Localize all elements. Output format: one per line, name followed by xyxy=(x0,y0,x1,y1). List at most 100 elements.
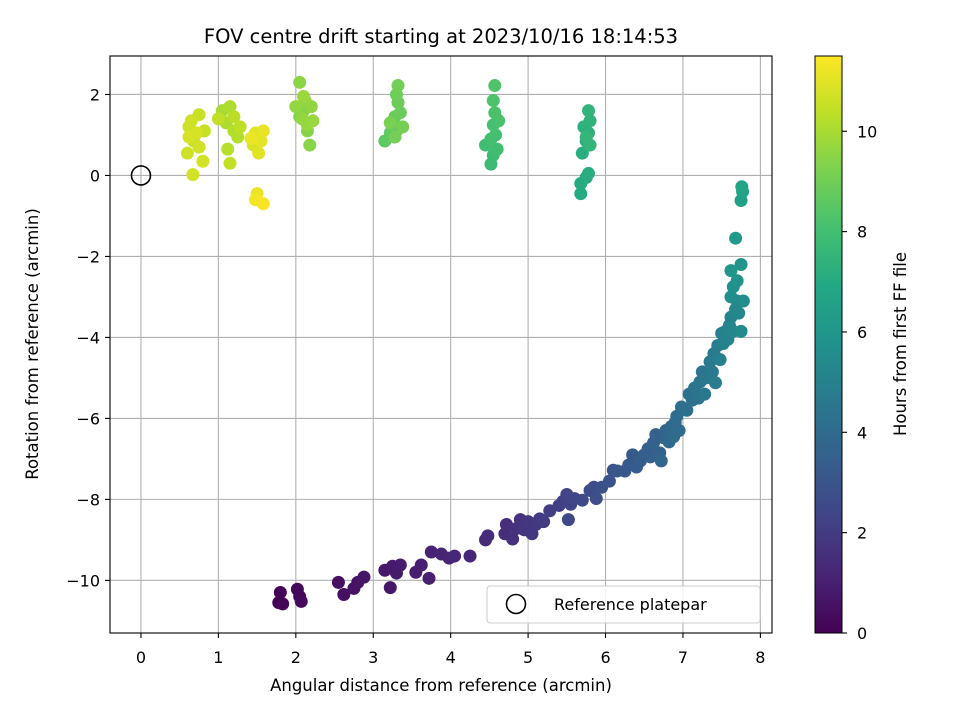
x-tick-label: 8 xyxy=(755,648,765,667)
data-point xyxy=(393,106,407,120)
reference-platepar-marker xyxy=(130,165,152,186)
plot-frame xyxy=(109,55,773,634)
data-point xyxy=(486,94,500,108)
y-tick-label: 0 xyxy=(90,166,100,185)
data-point xyxy=(414,558,428,572)
x-tick-label: 5 xyxy=(523,648,533,667)
y-axis-ticks: −10 −8 −6 −4 −2 0 2 xyxy=(66,85,110,590)
data-point xyxy=(698,387,712,401)
chart-title: FOV centre drift starting at 2023/10/16 … xyxy=(204,25,678,48)
data-points xyxy=(180,75,750,611)
data-point xyxy=(256,197,270,211)
data-point xyxy=(583,114,597,128)
colorbar-ticks: 0 2 4 6 8 10 xyxy=(842,122,877,643)
data-point xyxy=(499,517,513,531)
legend-marker-icon xyxy=(505,593,527,615)
data-point xyxy=(736,294,750,308)
data-point xyxy=(184,114,198,128)
data-point xyxy=(396,120,410,134)
data-point xyxy=(680,403,694,417)
colorbar-tick-label: 10 xyxy=(857,122,877,141)
data-point xyxy=(488,106,502,120)
y-tick-label: −10 xyxy=(66,571,100,590)
grid-lines xyxy=(110,56,772,633)
data-point xyxy=(256,124,270,138)
data-point xyxy=(506,532,520,546)
data-point xyxy=(730,274,744,288)
data-point xyxy=(383,116,397,130)
data-point xyxy=(383,581,397,595)
data-point xyxy=(244,131,258,145)
colorbar-label: Hours from first FF file xyxy=(891,252,910,436)
data-point xyxy=(304,100,318,114)
x-tick-label: 0 xyxy=(136,648,146,667)
data-point xyxy=(196,154,210,168)
data-point xyxy=(579,130,593,144)
x-tick-label: 1 xyxy=(213,648,223,667)
data-point xyxy=(388,130,402,144)
data-point xyxy=(231,130,245,144)
data-point xyxy=(490,142,504,156)
data-point xyxy=(357,570,371,584)
data-point xyxy=(705,365,719,379)
data-point xyxy=(724,290,738,304)
x-tick-label: 3 xyxy=(368,648,378,667)
x-axis-label: Angular distance from reference (arcmin) xyxy=(270,676,612,695)
data-point xyxy=(489,128,503,142)
data-point xyxy=(589,492,603,506)
data-point xyxy=(713,353,727,367)
data-point xyxy=(575,146,589,160)
data-point xyxy=(561,513,575,527)
x-tick-label: 7 xyxy=(678,648,688,667)
data-point xyxy=(293,75,307,89)
data-point xyxy=(221,142,235,156)
data-point xyxy=(537,515,551,529)
data-point xyxy=(223,100,237,114)
data-point xyxy=(724,264,738,278)
colorbar: 0 2 4 6 8 10 Hours from first FF file xyxy=(814,55,910,643)
data-point xyxy=(297,89,311,103)
data-point xyxy=(481,529,495,543)
y-tick-label: −4 xyxy=(76,328,100,347)
data-point xyxy=(488,79,502,93)
data-point xyxy=(735,180,749,194)
data-point xyxy=(294,594,308,608)
data-point xyxy=(227,110,241,124)
y-tick-label: −8 xyxy=(76,490,100,509)
data-point xyxy=(734,324,748,338)
data-point xyxy=(254,134,268,148)
y-tick-label: −2 xyxy=(76,247,100,266)
y-axis-label: Rotation from reference (arcmin) xyxy=(23,208,42,480)
data-point xyxy=(337,588,351,602)
data-point xyxy=(393,558,407,572)
x-axis-ticks: 0 1 2 3 4 5 6 7 8 xyxy=(136,633,765,667)
y-tick-label: 2 xyxy=(90,85,100,104)
data-point xyxy=(233,120,247,134)
data-point xyxy=(602,474,616,488)
legend-box xyxy=(486,585,761,624)
data-point xyxy=(581,166,595,180)
colorbar-gradient xyxy=(814,55,843,634)
data-point xyxy=(331,575,345,589)
data-point xyxy=(448,549,462,563)
data-point xyxy=(211,112,225,126)
colorbar-tick-label: 4 xyxy=(857,423,867,442)
colorbar-tick-label: 6 xyxy=(857,323,867,342)
data-point xyxy=(581,104,595,118)
colorbar-tick-label: 8 xyxy=(857,223,867,242)
data-point xyxy=(732,306,746,320)
legend: Reference platepar xyxy=(486,585,761,624)
data-point xyxy=(391,79,405,93)
colorbar-tick-label: 2 xyxy=(857,524,867,543)
y-tick-label: −6 xyxy=(76,409,100,428)
data-point xyxy=(182,130,196,144)
colorbar-tick-label: 0 xyxy=(857,624,867,643)
data-point xyxy=(708,376,722,390)
data-point xyxy=(654,454,668,468)
data-point xyxy=(186,168,200,182)
data-point xyxy=(223,156,237,170)
data-point xyxy=(289,100,303,114)
data-point xyxy=(463,549,477,563)
legend-entry-reference: Reference platepar xyxy=(554,595,707,614)
x-tick-label: 6 xyxy=(600,648,610,667)
